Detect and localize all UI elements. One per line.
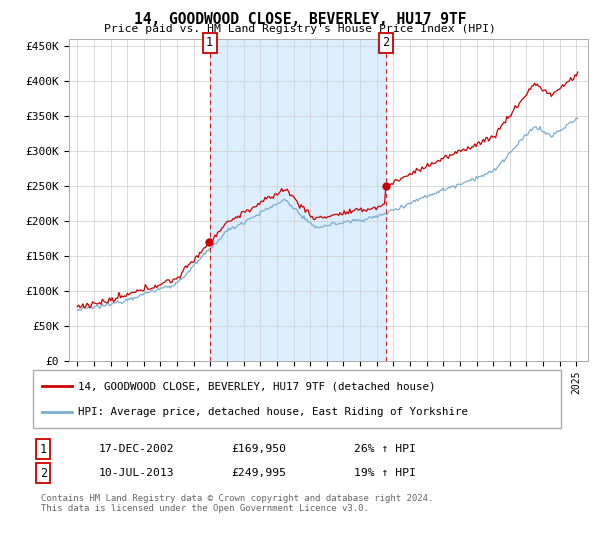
Text: 2: 2 bbox=[382, 36, 389, 49]
Text: 1: 1 bbox=[206, 36, 213, 49]
Text: £169,950: £169,950 bbox=[231, 444, 286, 454]
Text: HPI: Average price, detached house, East Riding of Yorkshire: HPI: Average price, detached house, East… bbox=[78, 407, 468, 417]
Bar bbox=[209, 39, 386, 361]
Text: 14, GOODWOOD CLOSE, BEVERLEY, HU17 9TF (detached house): 14, GOODWOOD CLOSE, BEVERLEY, HU17 9TF (… bbox=[78, 381, 436, 391]
Text: 19% ↑ HPI: 19% ↑ HPI bbox=[354, 468, 416, 478]
Text: Contains HM Land Registry data © Crown copyright and database right 2024.
This d: Contains HM Land Registry data © Crown c… bbox=[41, 494, 433, 514]
Text: 14, GOODWOOD CLOSE, BEVERLEY, HU17 9TF: 14, GOODWOOD CLOSE, BEVERLEY, HU17 9TF bbox=[134, 12, 466, 27]
Text: 26% ↑ HPI: 26% ↑ HPI bbox=[354, 444, 416, 454]
Text: 2: 2 bbox=[40, 466, 47, 480]
Text: 10-JUL-2013: 10-JUL-2013 bbox=[99, 468, 175, 478]
Text: 1: 1 bbox=[40, 442, 47, 456]
Text: £249,995: £249,995 bbox=[231, 468, 286, 478]
Text: 17-DEC-2002: 17-DEC-2002 bbox=[99, 444, 175, 454]
Text: Price paid vs. HM Land Registry's House Price Index (HPI): Price paid vs. HM Land Registry's House … bbox=[104, 24, 496, 34]
